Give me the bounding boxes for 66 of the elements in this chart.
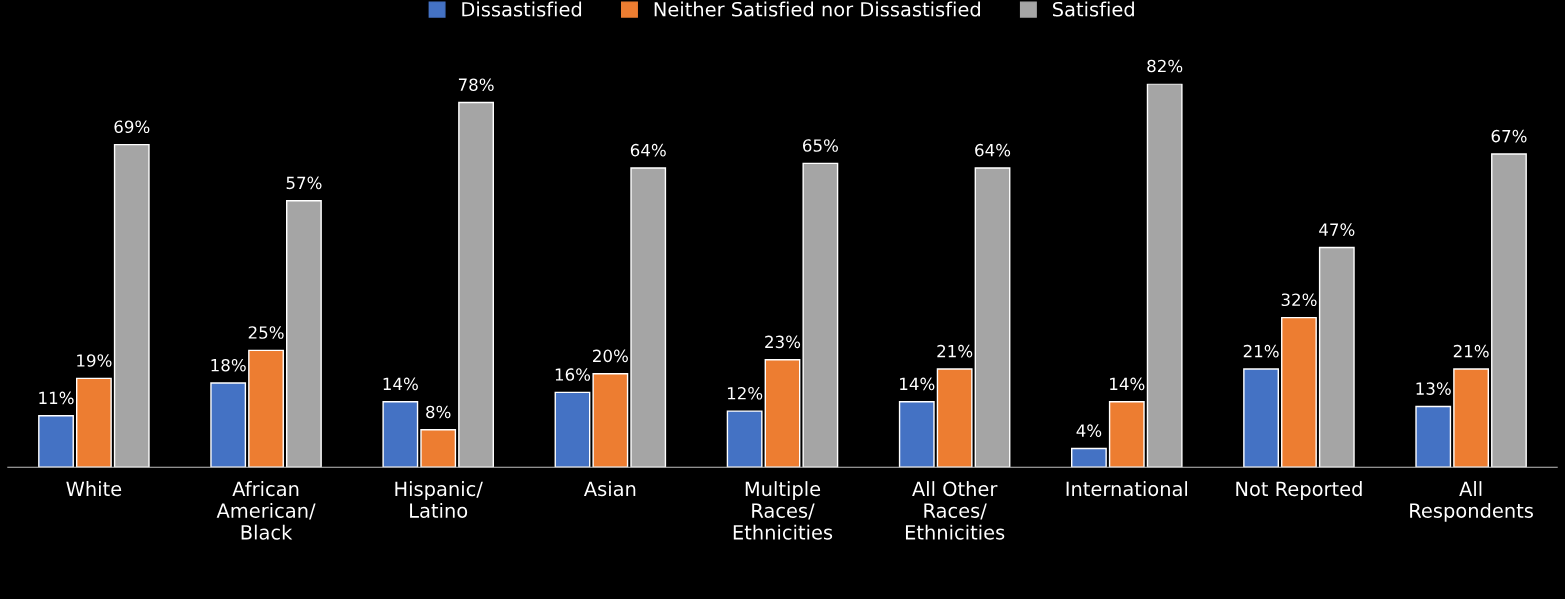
bar bbox=[1415, 405, 1452, 468]
data-label: 57% bbox=[286, 176, 322, 190]
x-tick-label: International bbox=[1066, 481, 1188, 497]
bar bbox=[802, 162, 839, 468]
bar bbox=[382, 401, 419, 468]
data-label: 11% bbox=[39, 391, 74, 405]
x-tick-label: White bbox=[66, 481, 122, 497]
bar bbox=[286, 200, 322, 468]
data-label: 18% bbox=[211, 358, 246, 372]
data-label: 69% bbox=[114, 120, 150, 134]
bar bbox=[554, 391, 591, 468]
bar bbox=[1071, 447, 1107, 468]
bar bbox=[726, 410, 763, 468]
bar bbox=[1281, 316, 1317, 468]
data-label: 21% bbox=[1453, 344, 1489, 358]
data-label: 64% bbox=[975, 143, 1011, 157]
data-label: 82% bbox=[1147, 59, 1183, 73]
bar bbox=[248, 349, 284, 468]
bar bbox=[420, 429, 457, 468]
data-label: 25% bbox=[248, 326, 284, 339]
legend-label: Dissastisfied bbox=[462, 1, 582, 17]
x-tick-label: African American/ Black bbox=[216, 481, 316, 540]
bar bbox=[210, 382, 247, 468]
x-tick-label: All Other Races/ Ethnicities bbox=[905, 481, 1005, 540]
data-label: 47% bbox=[1319, 223, 1355, 236]
x-tick-label: Hispanic/ Latino bbox=[395, 481, 483, 518]
data-label: 8% bbox=[426, 405, 451, 419]
bar bbox=[1318, 246, 1355, 468]
bar bbox=[898, 401, 935, 468]
bar bbox=[113, 143, 150, 468]
bar bbox=[1146, 83, 1183, 468]
data-label: 12% bbox=[727, 386, 763, 400]
data-label: 14% bbox=[900, 377, 935, 391]
data-label: 67% bbox=[1491, 129, 1527, 143]
data-label: 14% bbox=[383, 377, 418, 391]
bar bbox=[458, 101, 494, 468]
bar bbox=[1108, 401, 1145, 468]
bar bbox=[1243, 368, 1279, 468]
data-label: 21% bbox=[937, 344, 973, 358]
legend-label: Satisfied bbox=[1053, 1, 1134, 17]
bar bbox=[1453, 368, 1490, 468]
data-label: 23% bbox=[765, 335, 801, 349]
data-label: 21% bbox=[1243, 344, 1279, 358]
data-label: 4% bbox=[1076, 424, 1102, 437]
bar bbox=[75, 377, 112, 468]
data-label: 64% bbox=[630, 143, 666, 157]
data-label: 65% bbox=[803, 139, 838, 152]
data-label: 78% bbox=[458, 78, 494, 91]
bar bbox=[592, 373, 629, 468]
bar bbox=[1491, 153, 1527, 468]
data-label: 19% bbox=[77, 354, 112, 367]
bar bbox=[630, 167, 667, 468]
data-label: 13% bbox=[1416, 382, 1451, 395]
legend-label: Neither Satisfied nor Dissastisfied bbox=[654, 1, 980, 17]
bar bbox=[764, 358, 801, 468]
x-tick-label: Asian bbox=[583, 481, 636, 497]
data-label: 14% bbox=[1110, 377, 1145, 391]
data-label: 32% bbox=[1281, 293, 1317, 307]
data-label: 16% bbox=[555, 368, 591, 381]
x-tick-label: Multiple Races/ Ethnicities bbox=[733, 481, 833, 540]
bar bbox=[936, 368, 973, 468]
bar bbox=[38, 415, 74, 468]
bar bbox=[974, 167, 1011, 468]
data-label: 20% bbox=[593, 349, 628, 363]
x-tick-label: All Respondents bbox=[1410, 481, 1533, 522]
x-tick-label: Not Reported bbox=[1236, 481, 1362, 500]
